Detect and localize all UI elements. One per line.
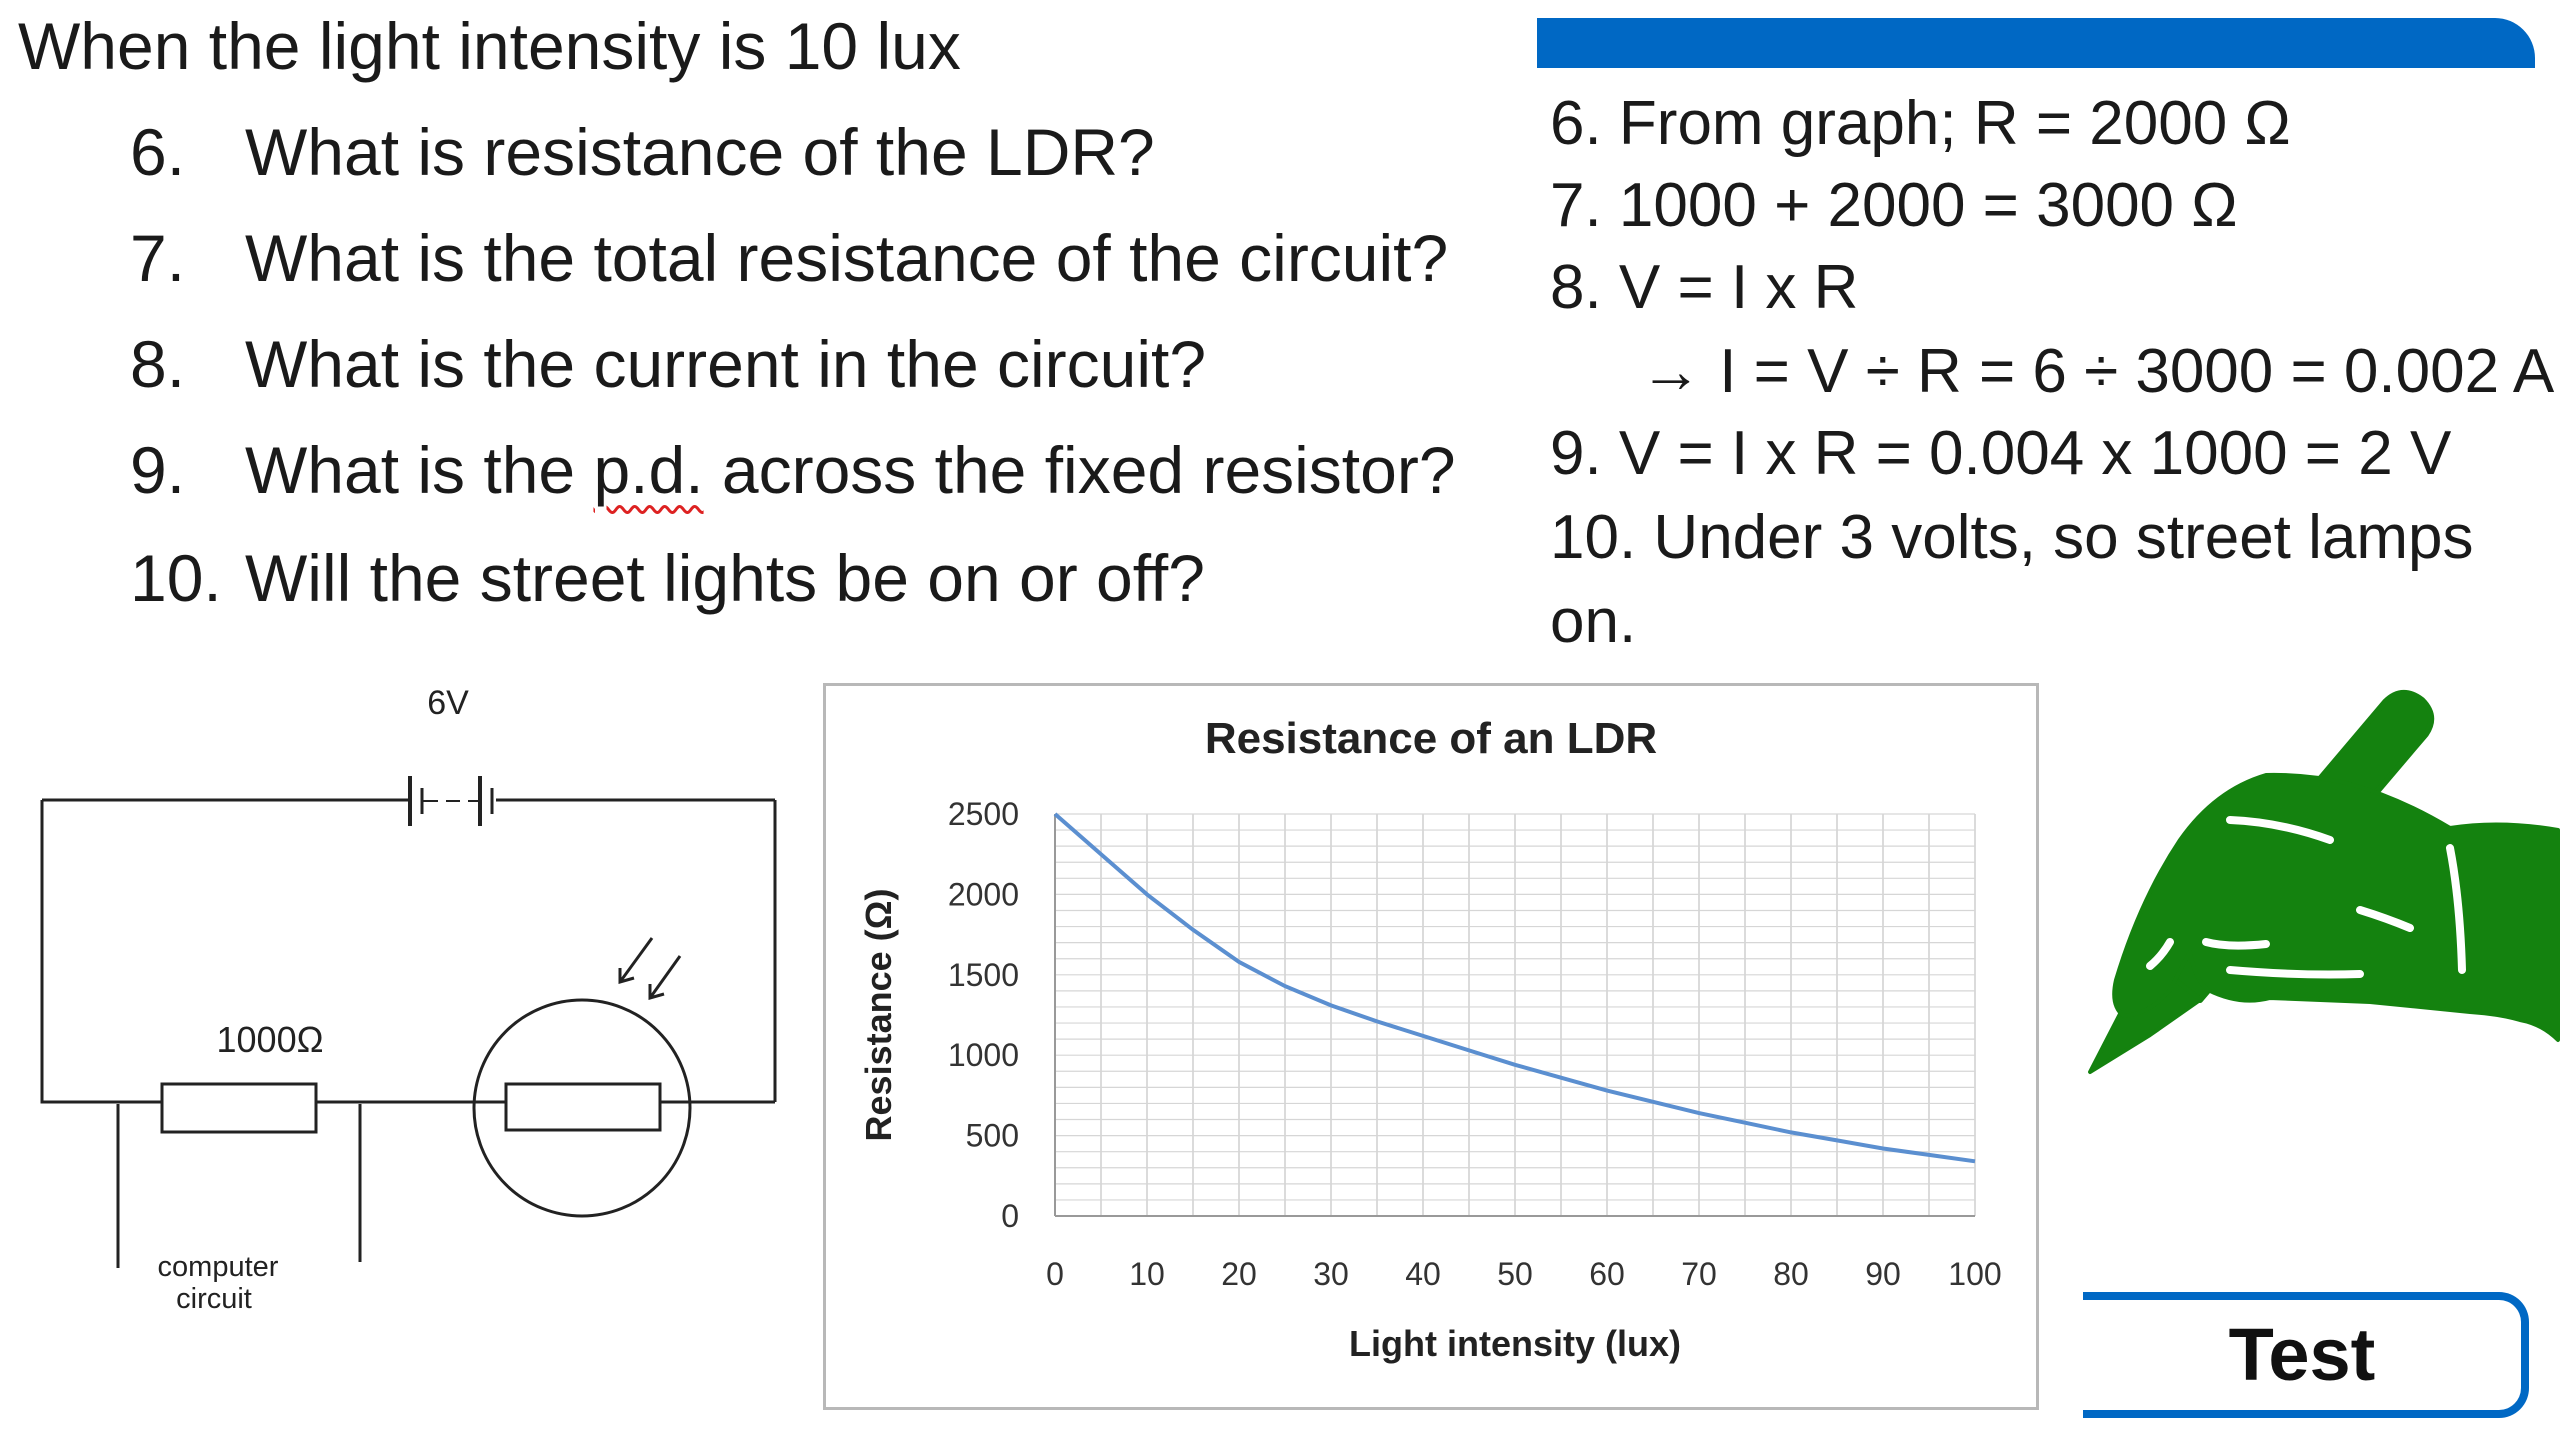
x-tick-label: 90 bbox=[1865, 1256, 1901, 1292]
answer-8: 8. V = I x R bbox=[1550, 253, 1859, 322]
resistance-curve bbox=[1053, 812, 1976, 1164]
spelling-flag-pd: p.d. bbox=[593, 433, 704, 507]
y-tick-label: 1000 bbox=[948, 1037, 1019, 1073]
x-tick-label: 10 bbox=[1129, 1256, 1165, 1292]
question-text: What is the total resistance of the circ… bbox=[245, 221, 1449, 295]
computer-label: computer bbox=[158, 1251, 279, 1283]
question-number: 9. bbox=[130, 433, 186, 507]
y-tick-label: 500 bbox=[966, 1118, 1019, 1154]
x-tick-label: 70 bbox=[1681, 1256, 1717, 1292]
ldr-resistor bbox=[504, 1082, 662, 1132]
question-text-pre: What is the bbox=[245, 433, 594, 507]
question-10: 10. Will the street lights be on or off? bbox=[130, 538, 1205, 618]
answer-10-cont: on. bbox=[1550, 587, 1637, 656]
x-tick-label: 0 bbox=[1046, 1256, 1064, 1292]
answer-9: 9. V = I x R = 0.004 x 1000 = 2 V bbox=[1550, 419, 2452, 488]
question-text-post: across the fixed resistor? bbox=[703, 433, 1456, 507]
answer-10: 10. Under 3 volts, so street lamps bbox=[1550, 503, 2474, 572]
x-tick-label: 100 bbox=[1948, 1256, 2001, 1292]
hand-writing-icon bbox=[2088, 690, 2560, 1074]
answer-7: 7. 1000 + 2000 = 3000 Ω bbox=[1550, 171, 2238, 240]
question-number: 10. bbox=[130, 541, 222, 615]
answer-6: 6. From graph; R = 2000 Ω bbox=[1550, 89, 2291, 158]
x-tick-label: 60 bbox=[1589, 1256, 1625, 1292]
x-tick-label: 30 bbox=[1313, 1256, 1349, 1292]
x-tick-label: 20 bbox=[1221, 1256, 1257, 1292]
y-tick-label: 2000 bbox=[948, 876, 1019, 912]
test-button-label: Test bbox=[2228, 1313, 2376, 1396]
answer-header-bar bbox=[1537, 18, 2535, 68]
intro-heading: When the light intensity is 10 lux bbox=[18, 9, 961, 83]
question-number: 6. bbox=[130, 115, 186, 189]
light-arrow bbox=[618, 937, 654, 983]
resistor-label: 1000Ω bbox=[217, 1019, 324, 1060]
question-9: 9. What is the p.d. across the fixed resi… bbox=[130, 430, 1456, 510]
question-7: 7. What is the total resistance of the ci… bbox=[130, 218, 1448, 298]
ldr-circle bbox=[472, 998, 692, 1218]
y-tick-label: 2500 bbox=[948, 796, 1019, 832]
y-tick-label: 0 bbox=[1001, 1198, 1019, 1234]
chart-title: Resistance of an LDR bbox=[1205, 714, 1657, 763]
question-text: Will the street lights be on or off? bbox=[245, 541, 1205, 615]
fixed-resistor bbox=[160, 1082, 318, 1134]
battery-label: 6V bbox=[427, 684, 469, 722]
x-tick-label: 80 bbox=[1773, 1256, 1809, 1292]
chart-grid bbox=[1054, 813, 1976, 1217]
light-arrow bbox=[648, 955, 682, 999]
answer-8-working: → I = V ÷ R = 6 ÷ 3000 = 0.002 A bbox=[1640, 337, 2555, 406]
light-arrow-head bbox=[648, 984, 665, 1000]
x-axis-label: Light intensity (lux) bbox=[1349, 1323, 1681, 1364]
light-arrow-head bbox=[618, 968, 635, 984]
ldr-circuit-diagram: 6V 1000Ω computer circuit bbox=[40, 684, 777, 1315]
left-wire bbox=[40, 800, 162, 1104]
ldr-resistance-chart: 0 10 20 30 40 50 60 70 80 90 100050010001500200025… bbox=[858, 714, 2002, 1364]
question-number: 7. bbox=[130, 221, 186, 295]
test-button[interactable]: Test bbox=[2083, 1292, 2529, 1418]
question-text: What is resistance of the LDR? bbox=[245, 115, 1155, 189]
y-axis-label: Resistance (Ω) bbox=[858, 889, 899, 1142]
computer-label: circuit bbox=[176, 1283, 252, 1315]
question-text: What is the current in the circuit? bbox=[245, 327, 1207, 401]
question-6: 6. What is resistance of the LDR? bbox=[130, 112, 1155, 192]
chart-axes: 0 10 20 30 40 50 60 70 80 90 100050010001500200025… bbox=[948, 796, 2002, 1292]
x-tick-label: 40 bbox=[1405, 1256, 1441, 1292]
question-number: 8. bbox=[130, 327, 186, 401]
y-tick-label: 1500 bbox=[948, 957, 1019, 993]
x-tick-label: 50 bbox=[1497, 1256, 1533, 1292]
question-8: 8. What is the current in the circuit? bbox=[130, 324, 1206, 404]
